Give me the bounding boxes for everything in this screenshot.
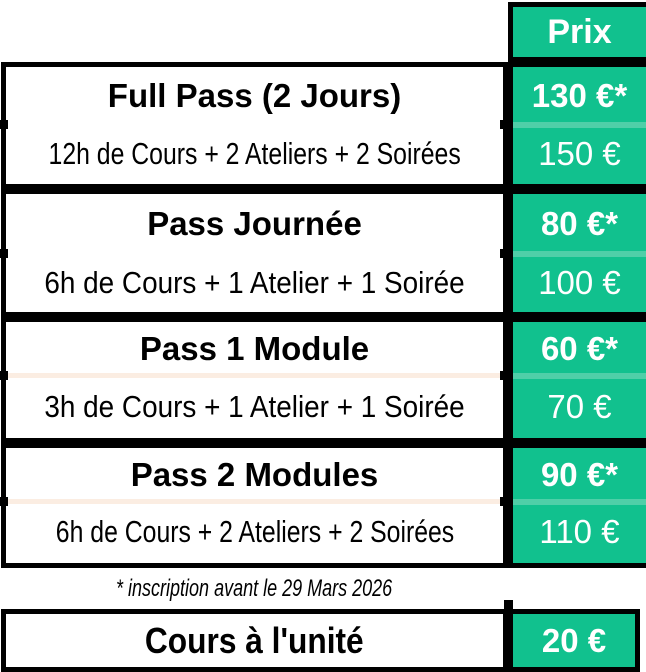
pass-price-cell: 90 €* 110 € xyxy=(508,443,646,568)
pass-info-cell: Pass 2 Modules 6h de Cours + 2 Ateliers … xyxy=(1,443,508,568)
regular-price: 70 € xyxy=(547,387,612,425)
pass-row-journee: Pass Journée 6h de Cours + 1 Atelier + 1… xyxy=(0,189,646,317)
border-remnant xyxy=(0,371,8,380)
regular-price: 150 € xyxy=(538,135,621,172)
early-price: 130 €* xyxy=(531,76,628,114)
pass-info-cell: Pass Journée 6h de Cours + 1 Atelier + 1… xyxy=(1,189,508,317)
border-remnant xyxy=(500,371,513,380)
border-remnant xyxy=(500,249,513,258)
pass-row-full-pass: Full Pass (2 Jours) 12h de Cours + 2 Ate… xyxy=(0,62,646,189)
border-remnant xyxy=(0,120,8,129)
single-class-price-cell: 20 € xyxy=(508,609,640,672)
early-price: 90 €* xyxy=(540,455,619,493)
early-price: 60 €* xyxy=(540,329,619,367)
border-remnant xyxy=(500,120,513,129)
pass-row-2-modules: Pass 2 Modules 6h de Cours + 2 Ateliers … xyxy=(0,443,646,568)
seam-line xyxy=(513,499,646,505)
pass-title: Pass 2 Modules xyxy=(130,455,379,493)
pass-details: 12h de Cours + 2 Ateliers + 2 Soirées xyxy=(48,136,461,171)
seam-line xyxy=(2,373,503,378)
seam-line xyxy=(513,122,646,128)
single-class-cell: Cours à l'unité xyxy=(1,609,508,672)
pass-title: Pass Journée xyxy=(147,204,362,242)
single-class-title: Cours à l'unité xyxy=(145,619,364,661)
pass-info-cell: Full Pass (2 Jours) 12h de Cours + 2 Ate… xyxy=(1,62,508,189)
early-price: 80 €* xyxy=(540,204,619,242)
early-bird-footnote: * inscription avant le 29 Mars 2026 xyxy=(115,574,393,602)
pass-info-cell: Pass 1 Module 3h de Cours + 1 Atelier + … xyxy=(1,317,508,443)
pass-details: 3h de Cours + 1 Atelier + 1 Soirée xyxy=(44,388,465,424)
regular-price: 110 € xyxy=(539,513,620,550)
seam-line xyxy=(2,499,503,504)
pass-title: Full Pass (2 Jours) xyxy=(107,76,402,114)
price-header-label: Prix xyxy=(547,12,612,51)
border-remnant xyxy=(504,600,513,609)
seam-line xyxy=(513,373,646,379)
border-remnant xyxy=(0,249,8,258)
regular-price: 100 € xyxy=(538,263,621,301)
pass-title: Pass 1 Module xyxy=(139,329,370,367)
border-remnant xyxy=(0,497,8,506)
border-remnant xyxy=(500,497,513,506)
price-column-header: Prix xyxy=(508,2,646,62)
pass-details: 6h de Cours + 1 Atelier + 1 Soirée xyxy=(44,264,465,300)
footnote-area: * inscription avant le 29 Mars 2026 xyxy=(0,568,508,609)
single-class-price: 20 € xyxy=(541,621,607,659)
pass-price-cell: 60 €* 70 € xyxy=(508,317,646,443)
pass-row-1-module: Pass 1 Module 3h de Cours + 1 Atelier + … xyxy=(0,317,646,443)
seam-line xyxy=(513,251,646,257)
pass-details: 6h de Cours + 2 Ateliers + 2 Soirées xyxy=(55,514,454,549)
